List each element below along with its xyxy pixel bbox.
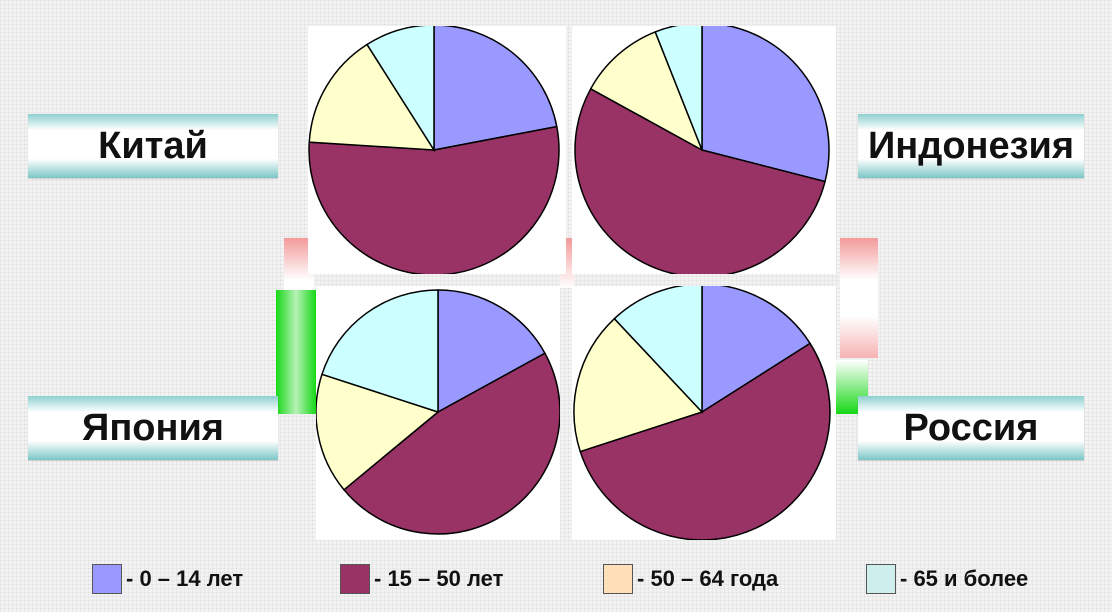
pie-chart-russia-svg [573,286,831,540]
background-decor-red-right [840,238,878,358]
pie-slice [308,43,436,151]
legend: - 0 – 14 лет - 15 – 50 лет - 50 – 64 год… [0,558,1112,602]
country-label-indonesia: Индонезия [858,114,1084,178]
pie-slice [654,26,703,151]
legend-item-0-14: - 0 – 14 лет [92,564,243,594]
legend-item-65-plus: - 65 и более [866,564,1028,594]
pie-chart-japan-svg [316,289,560,535]
pie-slice [574,87,826,274]
legend-item-15-50: - 15 – 50 лет [340,564,503,594]
pie-slice [613,286,703,414]
country-label-china: Китай [28,114,278,178]
legend-swatch [603,564,633,594]
pie-slice [701,286,812,414]
pie-slice [589,30,704,152]
legend-item-50-64: - 50 – 64 года [603,564,778,594]
pie-slice [437,289,546,414]
pie-slice [579,342,831,540]
background-decor-green-left [276,290,316,414]
pie-slice [308,125,560,274]
legend-label: - 15 – 50 лет [374,566,504,591]
pie-chart-china [308,26,566,274]
pie-chart-china-svg [308,26,560,274]
legend-label: - 65 и более [900,566,1029,591]
legend-swatch [92,564,122,594]
pie-slice [365,26,435,153]
legend-swatch [340,564,370,594]
pie-slice [316,373,440,491]
pie-chart-japan [316,286,560,540]
country-label-japan: Япония [28,396,278,460]
pie-slice [342,352,560,535]
legend-label: - 0 – 14 лет [126,566,244,591]
pie-slice [321,289,439,414]
country-label-russia: Россия [858,396,1084,460]
pie-chart-russia [572,286,836,540]
pie-slice [701,26,830,183]
legend-swatch [866,564,896,594]
pie-chart-indonesia [572,26,836,274]
legend-label: - 50 – 64 года [637,566,779,591]
pie-slice [573,317,704,453]
pie-chart-indonesia-svg [574,26,830,274]
pie-slice [433,26,558,151]
